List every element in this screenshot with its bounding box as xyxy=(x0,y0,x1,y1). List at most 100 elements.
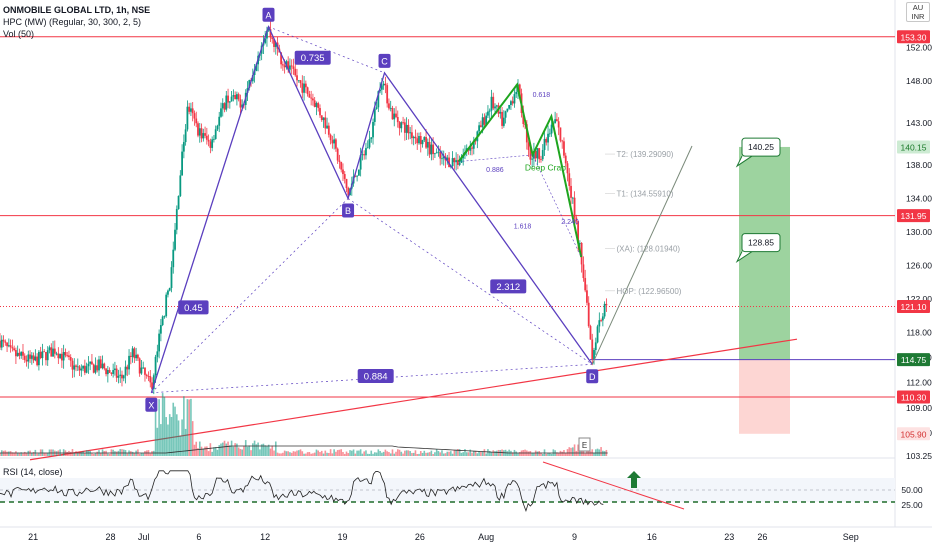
volume-bar xyxy=(435,449,438,456)
volume-bar xyxy=(153,450,155,456)
volume-bar xyxy=(511,452,514,456)
volume-bar xyxy=(221,442,224,456)
candle-body xyxy=(347,187,350,196)
candle-body xyxy=(82,365,84,369)
volume-bar xyxy=(319,452,321,456)
candle-body xyxy=(402,122,404,124)
volume-bar xyxy=(450,451,452,456)
candle-body xyxy=(568,173,571,186)
volume-bar xyxy=(8,451,10,456)
volume-bar xyxy=(213,447,215,456)
volume-bar xyxy=(573,444,576,456)
volume-bar xyxy=(458,449,461,456)
volume-bar xyxy=(462,452,464,456)
x-tick-4: 12 xyxy=(260,532,270,542)
candle-body xyxy=(22,351,24,356)
point-box-D xyxy=(586,369,599,384)
volume-bar xyxy=(359,449,362,456)
y-tick-10: 112.00 xyxy=(906,378,932,388)
indicator-legend[interactable]: HPC (MW) (Regular, 30, 300, 2, 5) xyxy=(3,17,142,27)
candle-body xyxy=(393,113,396,120)
volume-bar xyxy=(375,452,378,456)
volume-bar xyxy=(292,451,295,456)
volume-legend[interactable]: Vol (50) xyxy=(3,29,35,39)
candle-body xyxy=(432,144,435,154)
symbol-title[interactable]: ONMOBILE GLOBAL LTD, 1h, NSE xyxy=(3,5,151,15)
harmonic-helper xyxy=(458,154,582,258)
candle-body xyxy=(601,316,604,321)
candle-body xyxy=(405,124,408,133)
candle-body xyxy=(598,320,601,327)
candle-body xyxy=(483,117,486,125)
volume-bar xyxy=(471,452,473,456)
candle-body xyxy=(152,375,155,389)
callout-tail-0 xyxy=(735,155,753,168)
volume-bar xyxy=(324,450,327,456)
volume-bar xyxy=(280,453,282,456)
volume-bar xyxy=(69,451,72,456)
volume-bar xyxy=(439,452,442,456)
volume-bar xyxy=(94,453,97,456)
candle-body xyxy=(541,150,544,160)
volume-bar xyxy=(400,451,403,456)
volume-bar xyxy=(377,449,380,456)
candle-body xyxy=(0,340,1,348)
candle-body xyxy=(322,117,325,121)
candle-body xyxy=(174,229,176,250)
volume-bar xyxy=(472,451,475,456)
volume-bar xyxy=(239,448,242,456)
candle-body xyxy=(266,30,268,39)
candle-body xyxy=(600,320,602,321)
volume-bar xyxy=(156,427,159,456)
volume-bar xyxy=(419,451,422,456)
volume-bar xyxy=(200,446,203,456)
volume-bar xyxy=(370,450,373,456)
candle-body xyxy=(297,80,300,82)
candle-body xyxy=(304,83,307,88)
candle-body xyxy=(545,138,548,143)
volume-bar xyxy=(278,453,281,456)
harmonic-pattern xyxy=(457,82,583,258)
candle-body xyxy=(237,94,240,100)
candle-body xyxy=(437,151,440,153)
x-tick-9: 16 xyxy=(647,532,657,542)
volume-bar xyxy=(481,451,484,456)
candle-body xyxy=(566,163,569,174)
candle-body xyxy=(478,125,481,132)
currency-badge[interactable]: AU INR xyxy=(906,2,930,22)
ratio-label-3: 0.884 xyxy=(364,372,388,383)
candle-body xyxy=(2,339,5,342)
volume-bar xyxy=(559,450,562,456)
candle-body xyxy=(391,107,394,120)
volume-bar xyxy=(345,451,348,456)
volume-bar xyxy=(572,447,574,456)
up-arrow-icon xyxy=(627,471,641,488)
volume-bar xyxy=(467,452,470,456)
candle-body xyxy=(550,124,553,134)
volume-bar xyxy=(25,452,28,456)
candle-body xyxy=(264,38,267,43)
candle-body xyxy=(140,367,143,374)
candle-body xyxy=(59,353,62,359)
candle-body xyxy=(446,157,449,161)
volume-bar xyxy=(313,452,316,456)
candle-body xyxy=(343,174,346,179)
volume-bar xyxy=(366,453,369,456)
volume-bar xyxy=(308,452,311,456)
rsi-legend[interactable]: RSI (14, close) xyxy=(3,467,63,477)
candle-body xyxy=(310,97,313,99)
volume-bar xyxy=(363,451,365,456)
volume-bar xyxy=(533,453,535,456)
volume-bar xyxy=(227,441,229,456)
volume-bar xyxy=(465,452,468,456)
volume-bar xyxy=(184,428,187,456)
volume-bar xyxy=(469,449,472,456)
candle-body xyxy=(361,154,364,156)
candle-body xyxy=(547,133,549,143)
candle-body xyxy=(312,98,314,101)
x-tick-0: 21 xyxy=(28,532,38,542)
volume-bar xyxy=(381,452,383,456)
candle-body xyxy=(43,351,46,353)
